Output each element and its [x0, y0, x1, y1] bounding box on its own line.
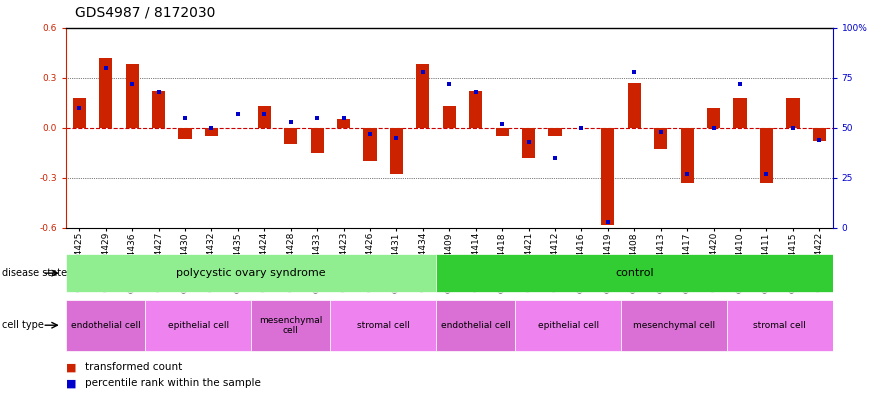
Text: mesenchymal
cell: mesenchymal cell [259, 316, 322, 335]
Bar [436, 254, 833, 292]
Bar [495, 128, 508, 136]
Bar [251, 300, 330, 351]
Bar [522, 128, 535, 158]
Bar [627, 83, 640, 128]
Bar [654, 128, 667, 149]
Text: ■: ■ [66, 378, 77, 388]
Bar [284, 128, 297, 144]
Text: cell type: cell type [2, 320, 44, 330]
Bar [707, 108, 720, 128]
Bar [812, 128, 825, 141]
Text: polycystic ovary syndrome: polycystic ovary syndrome [176, 268, 326, 278]
Bar [548, 128, 562, 136]
Text: stromal cell: stromal cell [753, 321, 806, 330]
Bar [257, 106, 270, 128]
Bar [363, 128, 376, 161]
Bar [442, 106, 455, 128]
Text: GDS4987 / 8172030: GDS4987 / 8172030 [75, 6, 215, 20]
Text: mesenchymal cell: mesenchymal cell [633, 321, 715, 330]
Bar [601, 128, 614, 225]
Bar [621, 300, 727, 351]
Bar [733, 97, 746, 128]
Bar [310, 128, 323, 153]
Text: transformed count: transformed count [85, 362, 182, 373]
Bar [389, 128, 403, 174]
Bar [337, 119, 350, 128]
Bar [204, 128, 218, 136]
Text: control: control [615, 268, 654, 278]
Bar [66, 300, 145, 351]
Bar [125, 64, 138, 128]
Bar [680, 128, 693, 183]
Text: endothelial cell: endothelial cell [440, 321, 511, 330]
Bar [178, 128, 191, 140]
Bar [152, 91, 165, 128]
Bar [66, 254, 436, 292]
Text: endothelial cell: endothelial cell [70, 321, 141, 330]
Bar [469, 91, 482, 128]
Bar [330, 300, 436, 351]
Bar [145, 300, 251, 351]
Bar [759, 128, 773, 183]
Bar [515, 300, 621, 351]
Text: epithelial cell: epithelial cell [167, 321, 229, 330]
Bar [416, 64, 429, 128]
Bar [72, 97, 85, 128]
Bar [99, 58, 112, 128]
Text: epithelial cell: epithelial cell [537, 321, 599, 330]
Text: percentile rank within the sample: percentile rank within the sample [85, 378, 262, 388]
Bar [436, 300, 515, 351]
Text: ■: ■ [66, 362, 77, 373]
Text: stromal cell: stromal cell [357, 321, 410, 330]
Text: disease state: disease state [2, 268, 67, 278]
Bar [786, 97, 799, 128]
Bar [727, 300, 833, 351]
